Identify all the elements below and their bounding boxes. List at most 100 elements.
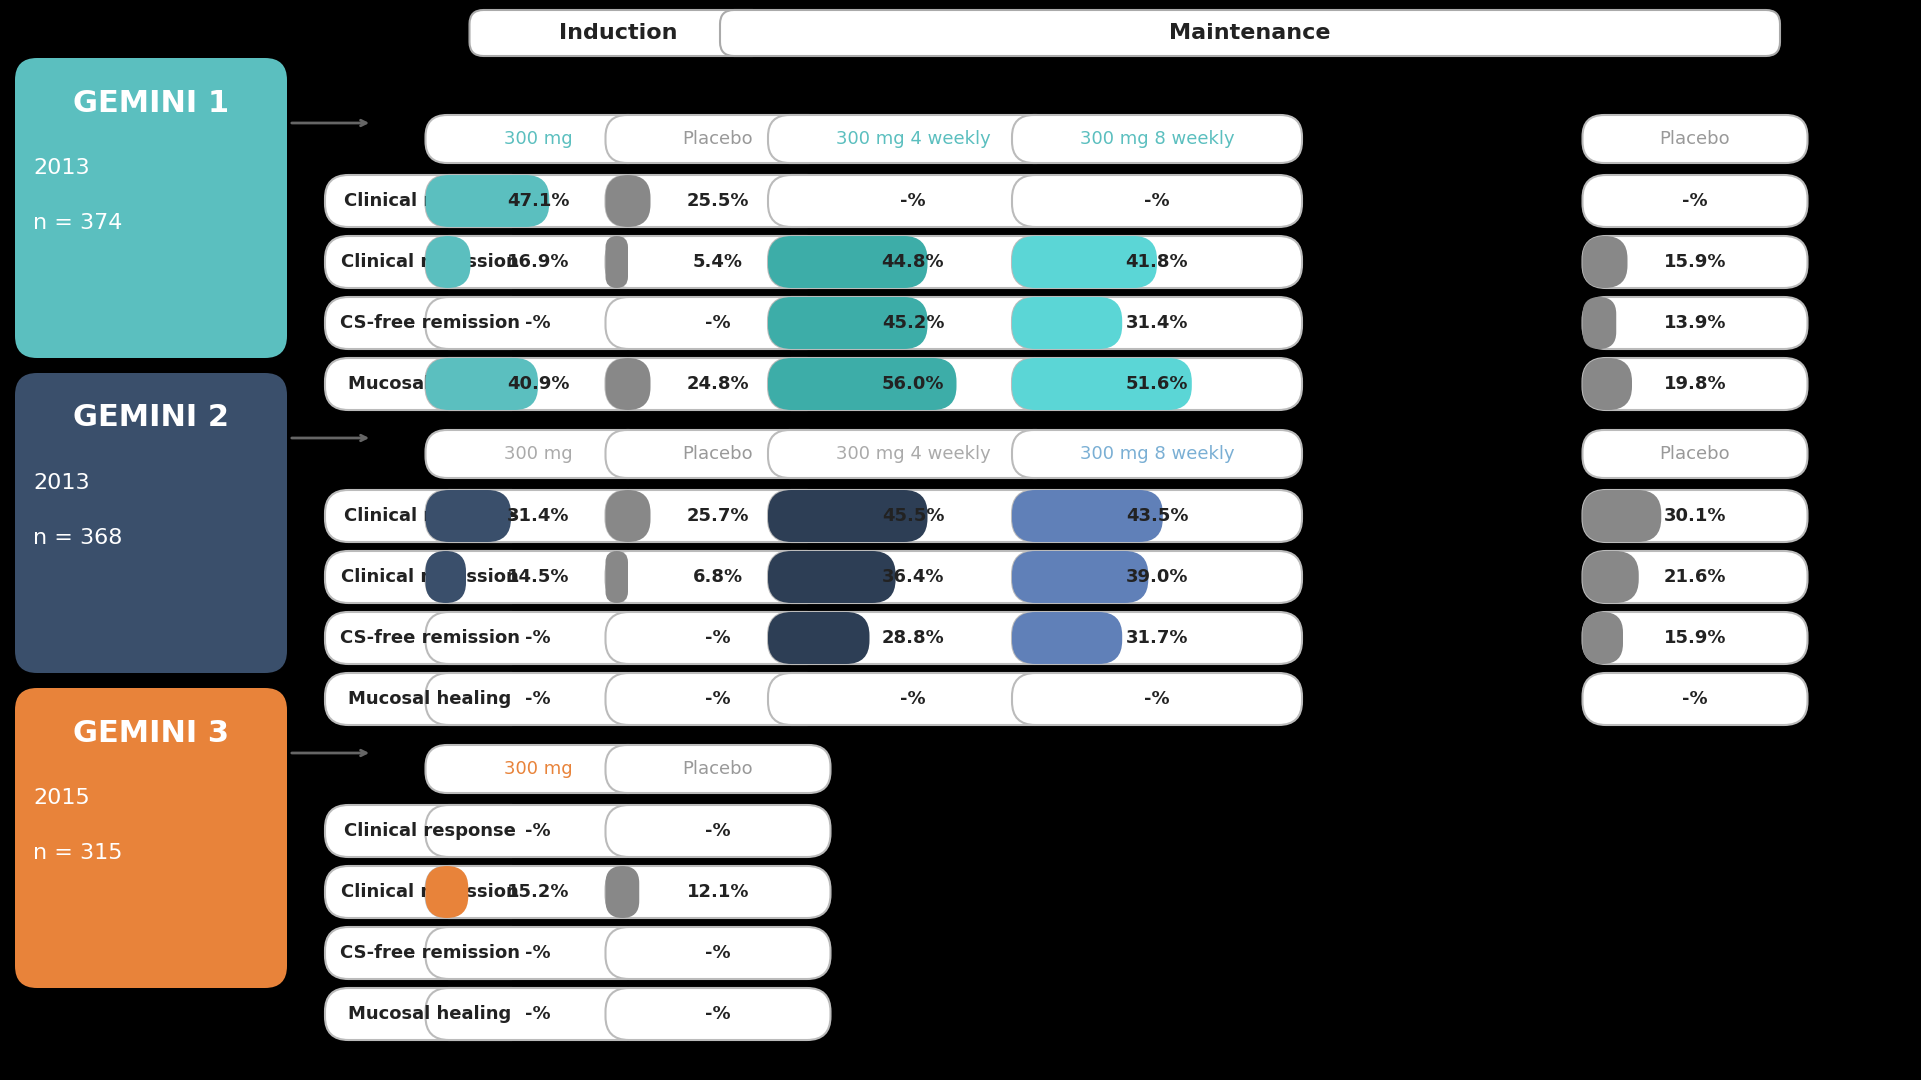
Text: GEMINI 1: GEMINI 1: [73, 89, 229, 118]
FancyBboxPatch shape: [605, 805, 830, 858]
FancyBboxPatch shape: [1012, 357, 1191, 410]
FancyBboxPatch shape: [768, 430, 1058, 478]
Text: 43.5%: 43.5%: [1126, 507, 1189, 525]
FancyBboxPatch shape: [768, 114, 1058, 163]
FancyBboxPatch shape: [425, 745, 651, 793]
FancyBboxPatch shape: [425, 175, 549, 227]
Text: -%: -%: [901, 690, 926, 708]
Text: 2013: 2013: [33, 473, 90, 492]
FancyBboxPatch shape: [425, 357, 538, 410]
FancyBboxPatch shape: [425, 297, 651, 349]
FancyBboxPatch shape: [768, 237, 1058, 288]
Text: 31.4%: 31.4%: [507, 507, 569, 525]
Text: 39.0%: 39.0%: [1126, 568, 1189, 586]
FancyBboxPatch shape: [325, 612, 536, 664]
FancyBboxPatch shape: [425, 612, 651, 664]
Text: CS-free remission: CS-free remission: [340, 314, 521, 332]
Text: 31.4%: 31.4%: [1126, 314, 1189, 332]
Text: 45.5%: 45.5%: [882, 507, 945, 525]
Text: -%: -%: [1683, 690, 1708, 708]
Text: 300 mg: 300 mg: [503, 445, 572, 463]
Text: -%: -%: [524, 1005, 551, 1023]
Text: 15.9%: 15.9%: [1664, 629, 1727, 647]
FancyBboxPatch shape: [768, 490, 1058, 542]
FancyBboxPatch shape: [605, 551, 830, 603]
Text: 2013: 2013: [33, 158, 90, 178]
Text: Mucosal healing: Mucosal healing: [348, 1005, 511, 1023]
FancyBboxPatch shape: [605, 237, 830, 288]
Text: -%: -%: [1145, 192, 1170, 210]
FancyBboxPatch shape: [1012, 551, 1302, 603]
Text: 19.8%: 19.8%: [1664, 375, 1727, 393]
Text: 36.4%: 36.4%: [882, 568, 945, 586]
FancyBboxPatch shape: [605, 927, 830, 978]
FancyBboxPatch shape: [425, 866, 651, 918]
Text: GEMINI 3: GEMINI 3: [73, 718, 229, 747]
FancyBboxPatch shape: [1012, 430, 1302, 478]
Text: 12.1%: 12.1%: [686, 883, 749, 901]
Text: Placebo: Placebo: [1660, 445, 1731, 463]
Text: 56.0%: 56.0%: [882, 375, 945, 393]
FancyBboxPatch shape: [605, 866, 640, 918]
FancyBboxPatch shape: [605, 988, 830, 1040]
Text: Clinical response: Clinical response: [344, 507, 517, 525]
FancyBboxPatch shape: [768, 673, 1058, 725]
Text: -%: -%: [705, 822, 730, 840]
Text: CS-free remission: CS-free remission: [340, 944, 521, 962]
Text: 28.8%: 28.8%: [882, 629, 945, 647]
FancyBboxPatch shape: [325, 237, 536, 288]
FancyBboxPatch shape: [15, 373, 286, 673]
Text: -%: -%: [524, 822, 551, 840]
FancyBboxPatch shape: [425, 551, 467, 603]
Text: 2015: 2015: [33, 788, 90, 808]
FancyBboxPatch shape: [605, 673, 830, 725]
FancyBboxPatch shape: [425, 805, 651, 858]
FancyBboxPatch shape: [1583, 357, 1808, 410]
FancyBboxPatch shape: [768, 357, 957, 410]
FancyBboxPatch shape: [325, 927, 536, 978]
Text: -%: -%: [705, 690, 730, 708]
FancyBboxPatch shape: [1583, 237, 1808, 288]
FancyBboxPatch shape: [1583, 612, 1808, 664]
FancyBboxPatch shape: [1012, 612, 1122, 664]
Text: Clinical remission: Clinical remission: [342, 568, 519, 586]
Text: Maintenance: Maintenance: [1170, 23, 1331, 43]
FancyBboxPatch shape: [425, 175, 651, 227]
FancyBboxPatch shape: [768, 490, 928, 542]
FancyBboxPatch shape: [325, 297, 536, 349]
FancyBboxPatch shape: [325, 866, 536, 918]
FancyBboxPatch shape: [768, 175, 1058, 227]
Text: GEMINI 2: GEMINI 2: [73, 404, 229, 432]
Text: n = 368: n = 368: [33, 528, 123, 548]
FancyBboxPatch shape: [768, 237, 928, 288]
Text: -%: -%: [524, 629, 551, 647]
Text: 6.8%: 6.8%: [693, 568, 743, 586]
FancyBboxPatch shape: [768, 551, 1058, 603]
Text: 47.1%: 47.1%: [507, 192, 569, 210]
Text: Clinical remission: Clinical remission: [342, 253, 519, 271]
FancyBboxPatch shape: [605, 175, 830, 227]
Text: -%: -%: [1145, 690, 1170, 708]
FancyBboxPatch shape: [1583, 430, 1808, 478]
FancyBboxPatch shape: [605, 745, 830, 793]
FancyBboxPatch shape: [1583, 612, 1623, 664]
FancyBboxPatch shape: [425, 866, 469, 918]
Text: 21.6%: 21.6%: [1664, 568, 1727, 586]
FancyBboxPatch shape: [1583, 114, 1808, 163]
FancyBboxPatch shape: [425, 237, 651, 288]
Text: Clinical response: Clinical response: [344, 192, 517, 210]
FancyBboxPatch shape: [1583, 175, 1808, 227]
Text: Placebo: Placebo: [682, 445, 753, 463]
Text: 5.4%: 5.4%: [693, 253, 743, 271]
FancyBboxPatch shape: [1012, 297, 1302, 349]
FancyBboxPatch shape: [325, 357, 536, 410]
FancyBboxPatch shape: [605, 430, 830, 478]
FancyBboxPatch shape: [1012, 297, 1122, 349]
Text: 16.9%: 16.9%: [507, 253, 569, 271]
Text: 300 mg 4 weekly: 300 mg 4 weekly: [836, 445, 991, 463]
FancyBboxPatch shape: [768, 297, 928, 349]
Text: 14.5%: 14.5%: [507, 568, 569, 586]
Text: 300 mg 4 weekly: 300 mg 4 weekly: [836, 130, 991, 148]
Text: 30.1%: 30.1%: [1664, 507, 1727, 525]
FancyBboxPatch shape: [605, 297, 830, 349]
